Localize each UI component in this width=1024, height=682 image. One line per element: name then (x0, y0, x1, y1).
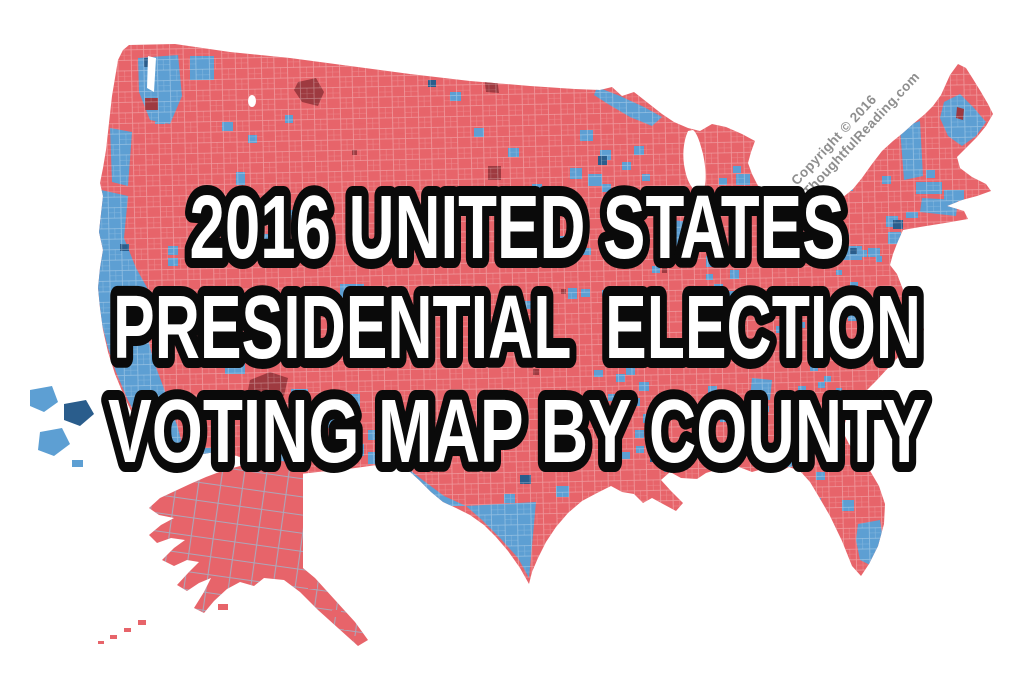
hawaii-strong-democrat-island (64, 400, 94, 426)
alaska-borough-layer (149, 461, 368, 646)
alaska-borough-borders (149, 461, 368, 646)
hawaii-democratic-islands (30, 386, 83, 467)
puget-sound (147, 56, 156, 92)
continental-us-landmass (98, 44, 993, 584)
map-title: 2016 UNITED STATES PRESIDENTIAL ELECTION… (98, 168, 936, 492)
interior-lakes (147, 56, 706, 226)
title-line-2: PRESIDENTIAL ELECTION (113, 278, 921, 378)
lake-michigan (683, 130, 706, 192)
flathead-lake (248, 95, 256, 107)
alaska-landmass (98, 461, 368, 646)
title-line-1: 2016 UNITED STATES (190, 178, 845, 278)
great-salt-lake (239, 214, 255, 226)
title-line-3: VOTING MAP BY COUNTY (108, 382, 926, 482)
county-detail-layer (98, 44, 993, 584)
hawaii-islands (30, 386, 94, 467)
